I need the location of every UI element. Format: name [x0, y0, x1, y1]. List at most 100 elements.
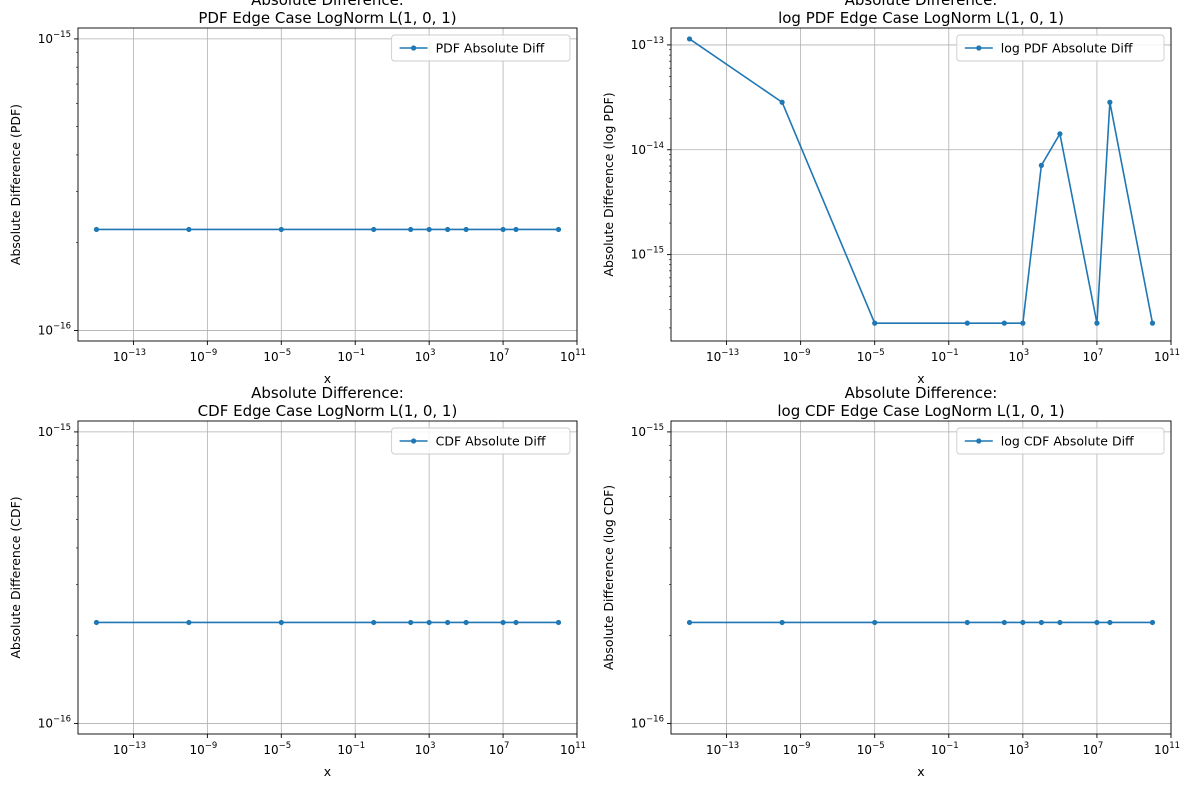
data-point	[1001, 619, 1007, 626]
x-tick-label: 10−1	[337, 348, 365, 364]
legend-box	[391, 34, 571, 62]
x-tick-label: 10−9	[783, 348, 811, 364]
data-point	[186, 226, 192, 233]
data-point	[278, 619, 284, 626]
legend-swatch-marker	[411, 438, 417, 444]
x-tick-label: 1011	[560, 741, 586, 757]
x-tick-label: 103	[1009, 348, 1030, 364]
chart-title: Absolute Difference: log PDF Edge Case Lo…	[778, 0, 1064, 27]
chart-title: Absolute Difference: CDF Edge Case LogNor…	[198, 384, 458, 420]
data-point	[1020, 320, 1026, 326]
chart-title: Absolute Difference: PDF Edge Case LogNor…	[198, 0, 456, 27]
data-point	[1001, 320, 1007, 326]
axes-frame	[77, 27, 578, 342]
x-tick-label: 10−13	[706, 741, 739, 757]
x-tick-label: 1011	[1154, 348, 1180, 364]
x-tick-label: 107	[1083, 348, 1104, 364]
data-point	[93, 226, 100, 233]
data-point	[779, 619, 785, 626]
y-tick-label: 10−16	[631, 714, 664, 730]
x-tick-label: 10−5	[857, 348, 885, 364]
chart-title: Absolute Difference: log CDF Edge Case Lo…	[777, 384, 1064, 420]
y-tick-label: 10−16	[38, 714, 71, 730]
x-tick-label: 107	[489, 741, 510, 757]
axes-frame	[670, 27, 1172, 342]
legend-box	[956, 427, 1165, 455]
data-point	[1149, 320, 1156, 326]
x-tick-label: 103	[415, 741, 436, 757]
x-tick-label: 10−1	[337, 741, 365, 757]
data-point	[513, 619, 519, 626]
y-tick-label: 10−14	[631, 141, 664, 157]
data-point	[686, 619, 693, 626]
legend-label: PDF Absolute Diff	[436, 41, 545, 56]
axes-frame	[670, 420, 1172, 735]
data-point	[463, 226, 469, 233]
data-point	[872, 320, 878, 326]
legend-label: log PDF Absolute Diff	[1001, 41, 1133, 56]
data-point	[1107, 99, 1113, 105]
legend-label: CDF Absolute Diff	[436, 434, 546, 449]
legend: CDF Absolute Diff	[391, 427, 571, 455]
data-point	[513, 226, 519, 233]
y-tick-label: 10−15	[38, 30, 71, 46]
x-axis-label: x	[324, 371, 331, 386]
data-point	[371, 226, 377, 233]
legend: log CDF Absolute Diff	[956, 427, 1165, 455]
x-tick-label: 10−13	[706, 348, 739, 364]
axes-frame	[77, 420, 578, 735]
data-point	[1107, 619, 1113, 626]
data-point	[1057, 619, 1063, 626]
data-point	[1057, 131, 1063, 137]
x-axis-label: x	[324, 764, 331, 779]
y-tick-label: 10−16	[38, 321, 71, 337]
data-point	[1094, 619, 1100, 626]
x-tick-label: 1011	[560, 348, 586, 364]
legend: log PDF Absolute Diff	[956, 34, 1165, 62]
x-tick-label: 103	[1009, 741, 1030, 757]
data-point	[872, 619, 878, 626]
chart-pdf-absolute-diff: 10−13 10−9 10−5 10−1 103 107 1011 10−16 10−15 Abs…	[8, 0, 586, 386]
legend-swatch-marker	[976, 438, 982, 444]
data-point	[1020, 619, 1026, 626]
data-point	[964, 320, 970, 326]
x-tick-label: 10−9	[189, 348, 217, 364]
data-point	[371, 619, 377, 626]
data-point	[1038, 162, 1044, 168]
data-point	[964, 619, 970, 626]
series-line	[689, 38, 1154, 324]
data-point	[186, 619, 192, 626]
data-point	[93, 619, 100, 626]
data-point	[1038, 619, 1044, 626]
data-point	[408, 226, 414, 233]
y-axis-label: Absolute Difference (log CDF)	[601, 485, 616, 670]
data-point	[445, 619, 451, 626]
chart-cdf-absolute-diff: 10−13 10−9 10−5 10−1 103 107 1011 10−16 10−15 Abs…	[8, 384, 586, 779]
data-point	[426, 619, 432, 626]
x-tick-label: 10−13	[113, 348, 146, 364]
data-point	[555, 619, 562, 626]
data-point	[1094, 320, 1100, 326]
x-tick-label: 10−5	[857, 741, 885, 757]
legend-label: log CDF Absolute Diff	[1001, 434, 1134, 449]
data-point	[555, 226, 562, 233]
data-point	[686, 36, 693, 42]
chart-log-cdf-absolute-diff: 10−13 10−9 10−5 10−1 103 107 1011 10−16 10−15 Abs…	[601, 384, 1180, 779]
data-point	[779, 99, 785, 105]
y-tick-label: 10−13	[631, 36, 664, 52]
data-point	[445, 226, 451, 233]
x-tick-label: 107	[1083, 741, 1104, 757]
x-tick-label: 10−5	[263, 741, 291, 757]
data-point	[463, 619, 469, 626]
y-axis-label: Absolute Difference (log PDF)	[601, 92, 616, 276]
x-tick-label: 107	[489, 348, 510, 364]
x-tick-label: 10−9	[783, 741, 811, 757]
legend-swatch-marker	[411, 45, 417, 51]
y-tick-label: 10−15	[631, 423, 664, 439]
y-tick-label: 10−15	[631, 246, 664, 262]
x-tick-label: 10−1	[931, 348, 959, 364]
legend: PDF Absolute Diff	[391, 34, 571, 62]
x-axis-label: x	[917, 764, 924, 779]
legend-swatch-marker	[976, 45, 982, 51]
